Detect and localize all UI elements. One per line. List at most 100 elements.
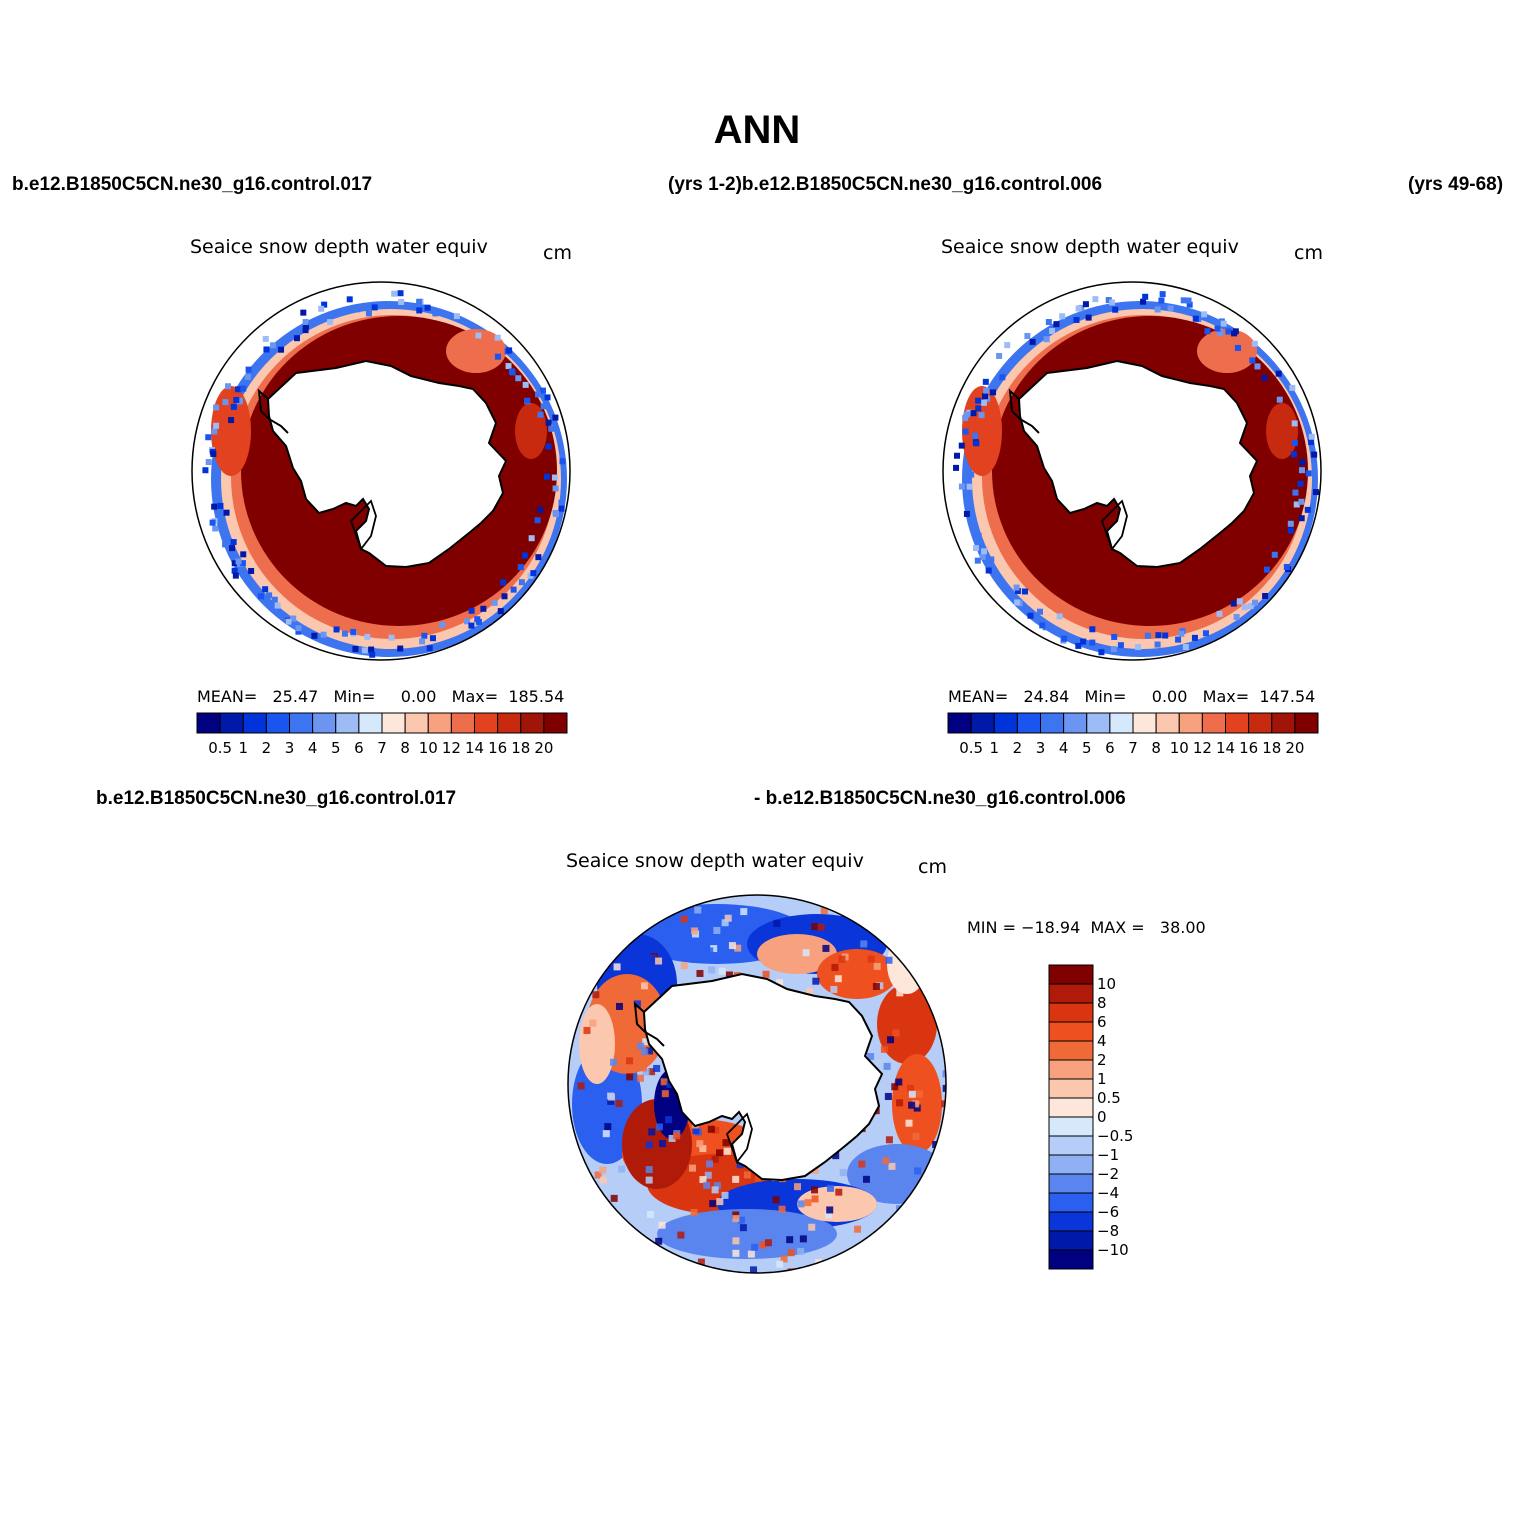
ice-edge-cell [958, 483, 965, 490]
ice-edge-cell [980, 399, 987, 406]
diff-anomaly-patch [657, 1209, 837, 1259]
ice-edge-cell [302, 322, 309, 329]
panel1-colorbar-swatch [358, 712, 383, 734]
ice-edge-cell [1247, 602, 1254, 609]
panel2-colorbar-swatch [1201, 712, 1226, 734]
ice-edge-cell [1231, 330, 1238, 337]
ice-edge-cell [371, 304, 378, 311]
ice-edge-cell [1251, 599, 1258, 606]
ice-edge-cell [990, 389, 997, 396]
diff-cell [732, 1175, 740, 1183]
antarctica-coastline [1017, 359, 1259, 569]
ice-edge-cell [1298, 498, 1305, 505]
diff-cell [637, 1042, 645, 1050]
panel2-colorbar-swatch [1040, 712, 1065, 734]
panel2-colorbar-labels: 0.5 1 2 3 4 5 6 7 8 10 12 14 16 18 20 [948, 739, 1318, 759]
diff-cell [649, 954, 657, 962]
diff-cell [646, 1210, 654, 1218]
panel3-colorbar-tick-label: −1 [1097, 1146, 1120, 1164]
panel1-map [191, 281, 571, 661]
header-case-2: (yrs 1-2)b.e12.B1850C5CN.ne30_g16.contro… [668, 174, 1103, 195]
diff-cell [908, 1101, 916, 1109]
panel2-colorbar-swatch [993, 712, 1018, 734]
diff-cell [839, 1169, 847, 1177]
panel1-colorbar-tick-label: 6 [354, 739, 364, 757]
antarctica-coastline [642, 972, 884, 1182]
ice-edge-cell [209, 519, 216, 526]
diff-cell [660, 1078, 668, 1086]
panel2-colorbar-swatch [1155, 712, 1180, 734]
panel1-units: cm [543, 242, 572, 264]
diff-cell [655, 957, 663, 965]
diff-cell [811, 1166, 819, 1174]
ice-edge-cell [508, 368, 515, 375]
panel3-map [567, 894, 947, 1274]
ice-edge-cell [237, 398, 244, 405]
panel1-colorbar-swatch [335, 712, 360, 734]
ice-edge-cell [1043, 336, 1050, 343]
panel1-colorbar-swatch [289, 712, 314, 734]
diff-cell [690, 1209, 698, 1217]
ice-edge-cell [397, 645, 404, 652]
diff-anomaly-patch [797, 1186, 877, 1222]
ice-edge-cell [224, 383, 231, 390]
panel3-colorbar-tick-label: −0.5 [1097, 1127, 1134, 1145]
ice-edge-cell [222, 541, 229, 548]
diff-cell [704, 1171, 712, 1179]
ice-edge-cell [202, 467, 209, 474]
ice-edge-cell [545, 443, 552, 450]
ice-edge-cell [240, 385, 247, 392]
diff-cell [905, 1119, 913, 1127]
ice-edge-cell [480, 605, 487, 612]
diff-cell [725, 971, 733, 979]
panel2-colorbar-tick-label: 10 [1169, 739, 1189, 757]
ice-edge-cell [1024, 333, 1031, 340]
diff-cell [680, 915, 688, 923]
panel1-colorbar-tick-label: 14 [464, 739, 485, 757]
panel3-colorbar-swatch [1048, 1002, 1094, 1023]
ice-patch [211, 386, 251, 476]
ice-edge-cell [1201, 311, 1208, 318]
diff-cell [797, 1248, 805, 1256]
ice-edge-cell [321, 301, 328, 308]
diff-cell [692, 1127, 700, 1135]
ice-edge-cell [269, 342, 276, 349]
ice-edge-cell [231, 560, 238, 567]
panel3-colorbar-tick-label: 0 [1097, 1108, 1107, 1126]
diff-cell [713, 1182, 721, 1190]
ice-edge-cell [257, 593, 264, 600]
ice-edge-cell [522, 381, 529, 388]
panel2-colorbar-tick-label: 3 [1035, 739, 1046, 757]
ice-edge-cell [1144, 632, 1151, 639]
ice-edge-cell [262, 586, 269, 593]
ice-edge-cell [1289, 384, 1296, 391]
diff-cell [710, 945, 718, 953]
diff-cell [762, 970, 770, 978]
ice-edge-cell [271, 596, 278, 603]
diff-cell [942, 1084, 946, 1092]
ice-edge-cell [365, 310, 372, 317]
panel2-colorbar-tick-label: 20 [1285, 739, 1305, 757]
diff-cell [716, 1149, 724, 1157]
diff-cell [633, 1000, 641, 1008]
panel3-colorbar-swatch [1048, 1078, 1094, 1099]
ice-edge-cell [1271, 551, 1278, 558]
ice-edge-cell [1291, 439, 1298, 446]
map-boundary [567, 894, 947, 1274]
panel2-colorbar [947, 712, 1319, 734]
panel3-colorbar-tick-label: 10 [1097, 975, 1117, 993]
panel2-colorbar-swatch [1271, 712, 1296, 734]
ice-edge-cell [1254, 363, 1261, 370]
panel3-colorbar-swatch [1048, 1173, 1094, 1194]
diff-cell [858, 1160, 866, 1168]
antarctic-peninsula [633, 1001, 665, 1047]
ice-edge-cell [1299, 459, 1306, 466]
ice-edge-cell [1308, 439, 1315, 446]
panel1-colorbar-tick-label: 8 [400, 739, 410, 757]
ice-edge-cell [985, 567, 992, 574]
ice-edge-cell [1013, 584, 1020, 591]
panel2-colorbar-swatch [1132, 712, 1157, 734]
header-diff-case-1: b.e12.B1850C5CN.ne30_g16.control.017 [96, 788, 457, 809]
diff-cell [812, 977, 820, 985]
panel2-colorbar-swatch [1016, 712, 1041, 734]
